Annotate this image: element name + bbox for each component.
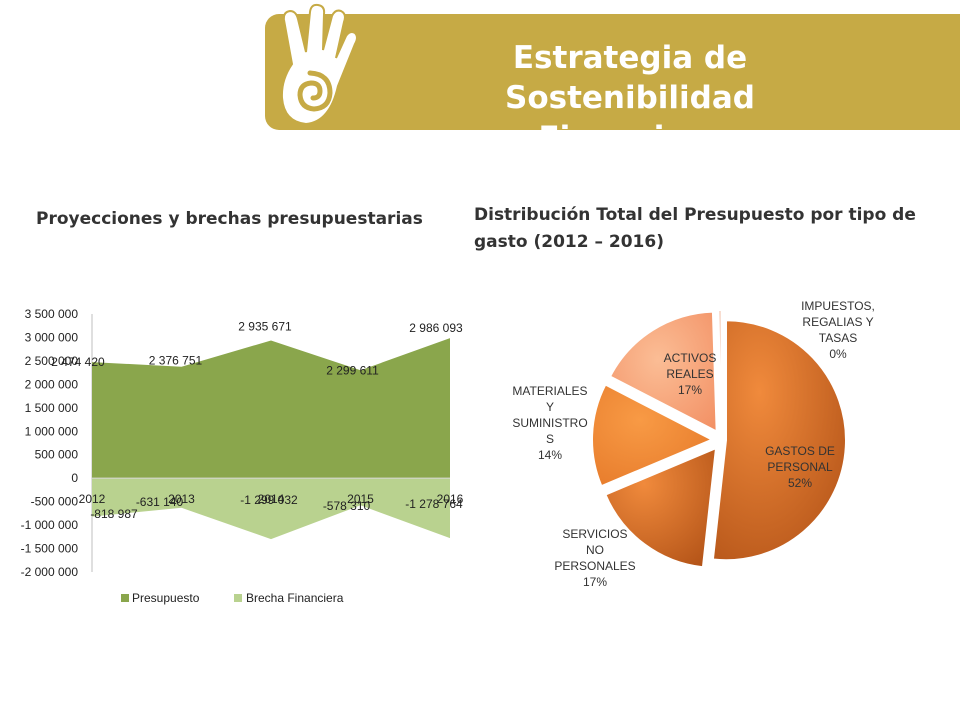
x-tick-label: 2012 bbox=[79, 492, 106, 506]
pie-label-line: 14% bbox=[538, 448, 562, 462]
area-chart: 3 500 000 3 000 000 2 500 000 2 000 000 1 50… bbox=[21, 307, 464, 605]
data-label-presupuesto: 2 935 671 bbox=[238, 319, 292, 333]
pie-label-line: PERSONALES bbox=[554, 559, 635, 573]
pie-slice bbox=[717, 309, 723, 431]
x-tick-label: 2016 bbox=[437, 492, 464, 506]
pie-label: SERVICIOS NO PERSONALES 17% bbox=[554, 527, 635, 589]
data-label-brecha: -1 299 032 bbox=[240, 493, 298, 507]
pie-label-line: ACTIVOS bbox=[664, 351, 717, 365]
data-label-presupuesto: 2 986 093 bbox=[409, 321, 463, 335]
pie-label: ACTIVOS REALES 17% bbox=[664, 351, 717, 397]
pie-slice bbox=[711, 319, 847, 562]
pie-label-line: SERVICIOS bbox=[562, 527, 627, 541]
title-line-1: Estrategia de Sostenibilidad bbox=[505, 40, 755, 116]
pie-label: GASTOS DE PERSONAL 52% bbox=[765, 444, 835, 490]
x-tick-label: 2015 bbox=[347, 492, 374, 506]
data-label-presupuesto: 2 474 420 bbox=[51, 355, 105, 369]
y-tick-label: -1 500 000 bbox=[21, 542, 79, 556]
series-area-brecha bbox=[92, 478, 450, 540]
legend-swatch-presupuesto bbox=[121, 594, 129, 602]
pie-slice bbox=[608, 310, 718, 434]
pie-label-line: IMPUESTOS, bbox=[801, 299, 875, 313]
pie-label: MATERIALES Y SUMINISTRO S 14% bbox=[512, 384, 587, 462]
title-banner bbox=[265, 14, 960, 130]
pie-label-line: SUMINISTRO bbox=[512, 416, 587, 430]
data-label-presupuesto: 2 299 611 bbox=[326, 363, 379, 377]
pie-slice bbox=[604, 446, 718, 569]
pie-label-line: GASTOS DE bbox=[765, 444, 835, 458]
data-label-brecha: -818 987 bbox=[90, 507, 138, 521]
y-tick-label: -500 000 bbox=[31, 495, 79, 509]
pie-label-line: TASAS bbox=[819, 331, 857, 345]
y-tick-label: -2 000 000 bbox=[21, 565, 79, 579]
pie-label-line: S bbox=[546, 432, 554, 446]
y-tick-label: 500 000 bbox=[35, 448, 79, 462]
data-label-presupuesto: 2 376 751 bbox=[149, 354, 203, 368]
pie-label-line: REGALIAS Y bbox=[802, 315, 873, 329]
pie-label-line: REALES bbox=[666, 367, 713, 381]
pie-label-line: 17% bbox=[583, 575, 607, 589]
pie-label-line: 0% bbox=[829, 347, 847, 361]
pie-label-line: 17% bbox=[678, 383, 702, 397]
y-tick-label: 3 500 000 bbox=[25, 307, 79, 321]
pie-label-line: MATERIALES bbox=[512, 384, 587, 398]
hand-spiral-icon bbox=[280, 3, 358, 126]
x-tick-label: 2014 bbox=[258, 492, 285, 506]
legend-swatch-brecha bbox=[234, 594, 242, 602]
page-title: Estrategia de Sostenibilidad Financiera bbox=[400, 38, 860, 158]
data-label-brecha: -578 310 bbox=[323, 499, 371, 513]
y-tick-label: 1 000 000 bbox=[25, 424, 79, 438]
data-label-brecha: -631 140 bbox=[136, 495, 184, 509]
x-tick-label: 2013 bbox=[168, 492, 195, 506]
y-tick-label: -1 000 000 bbox=[21, 518, 79, 532]
legend-label-presupuesto: Presupuesto bbox=[132, 591, 200, 605]
pie-label-line: PERSONAL bbox=[767, 460, 833, 474]
y-tick-label: 0 bbox=[71, 471, 78, 485]
pie-label: IMPUESTOS, REGALIAS Y TASAS 0% bbox=[801, 299, 875, 361]
legend-label-brecha: Brecha Financiera bbox=[246, 591, 344, 605]
pie-chart-title: Distribución Total del Presupuesto por t… bbox=[474, 205, 916, 252]
pie-chart: GASTOS DE PERSONAL 52% SERVICIOS NO PERSONALE… bbox=[512, 299, 875, 589]
series-area-presupuesto bbox=[92, 338, 450, 479]
y-tick-label: 3 000 000 bbox=[25, 330, 79, 344]
pie-slice bbox=[591, 383, 715, 488]
y-tick-label: 2 500 000 bbox=[25, 354, 79, 368]
area-chart-title: Proyecciones y brechas presupuestarias bbox=[36, 209, 423, 229]
y-tick-label: 1 500 000 bbox=[25, 401, 79, 415]
pie-label-line: NO bbox=[586, 543, 604, 557]
pie-label-line: 52% bbox=[788, 476, 812, 490]
title-line-2: Financiera bbox=[538, 120, 722, 156]
data-label-brecha: -1 278 764 bbox=[405, 497, 463, 511]
pie-label-line: Y bbox=[546, 400, 554, 414]
y-tick-label: 2 000 000 bbox=[25, 377, 79, 391]
